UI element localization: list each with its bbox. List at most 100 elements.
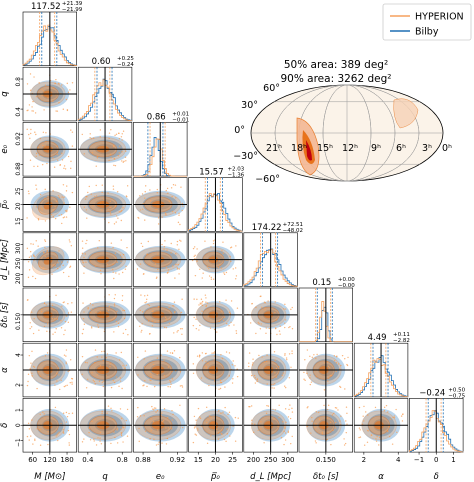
scatter-point-hyperion — [334, 407, 337, 409]
scatter-point-hyperion — [232, 425, 234, 427]
scatter-point-hyperion — [34, 438, 36, 440]
scatter-point-hyperion — [62, 412, 65, 414]
scatter-point-hyperion — [121, 160, 123, 162]
scatter-point-hyperion — [163, 245, 166, 248]
scatter-point-hyperion — [67, 312, 70, 314]
x-tick-label: 0.4 — [82, 456, 94, 464]
scatter-point-hyperion — [314, 440, 317, 442]
param-title-plus-4: +72.51 — [283, 222, 303, 228]
scatter-point-hyperion — [375, 440, 378, 442]
sky-dec-label: 0° — [234, 125, 245, 136]
panel-2-2: 0.86 +0.01−0.01 — [133, 111, 189, 177]
scatter-point-hyperion — [191, 259, 194, 262]
scatter-point-hyperion — [199, 324, 201, 327]
panel-4-2 — [133, 232, 188, 287]
scatter-point-hyperion — [144, 219, 146, 221]
scatter-point-hyperion — [61, 367, 63, 369]
scatter-point-hyperion — [30, 326, 33, 328]
scatter-point-hyperion — [210, 278, 213, 280]
scatter-point-hyperion — [170, 383, 172, 385]
scatter-point-hyperion — [138, 440, 140, 443]
scatter-point-hyperion — [26, 247, 29, 250]
sky-map-projection: 21ʰ 18ʰ 15ʰ 12ʰ 9ʰ 6ʰ 3ʰ 0ʰ 60° 30° 0° −30° −60° — [233, 83, 452, 185]
scatter-point-hyperion — [113, 164, 115, 166]
scatter-point-hyperion — [38, 82, 40, 84]
x-tick-label: 0 — [434, 456, 438, 464]
scatter-point-hyperion — [115, 272, 117, 274]
scatter-point-hyperion — [169, 381, 172, 383]
param-title-3: 15.57 — [199, 168, 223, 178]
scatter-point-hyperion — [58, 101, 60, 104]
scatter-point-hyperion — [32, 365, 35, 368]
scatter-point-hyperion — [61, 159, 64, 161]
scatter-point-hyperion — [71, 383, 73, 385]
scatter-point-hyperion — [144, 350, 147, 352]
scatter-point-hyperion — [263, 442, 265, 444]
scatter-point-hyperion — [44, 239, 46, 241]
scatter-point-hyperion — [345, 420, 347, 422]
scatter-point-hyperion — [378, 444, 380, 446]
scatter-point-hyperion — [179, 223, 181, 226]
scatter-point-hyperion — [181, 384, 183, 387]
scatter-point-hyperion — [65, 355, 67, 357]
scatter-point-hyperion — [389, 435, 391, 438]
panel-6-3 — [188, 342, 243, 398]
scatter-point-hyperion — [178, 268, 180, 270]
scatter-point-hyperion — [144, 295, 146, 297]
scatter-point-hyperion — [346, 412, 348, 415]
scatter-point-hyperion — [161, 412, 163, 414]
x-axis-label-7: δ — [434, 472, 439, 482]
scatter-point-hyperion — [38, 329, 40, 331]
scatter-point-hyperion — [229, 255, 231, 258]
scatter-point-hyperion — [248, 362, 250, 364]
scatter-point-hyperion — [43, 109, 45, 111]
scatter-point-hyperion — [375, 438, 377, 440]
scatter-point-hyperion — [216, 331, 218, 333]
scatter-point-hyperion — [119, 254, 122, 256]
scatter-point-hyperion — [151, 325, 154, 327]
scatter-point-hyperion — [87, 307, 90, 309]
scatter-point-hyperion — [39, 137, 42, 140]
panel-6-2 — [133, 342, 188, 398]
scatter-point-hyperion — [117, 325, 120, 328]
sky-area-90: 90% area: 3262 deg² — [280, 73, 391, 85]
scatter-point-hyperion — [144, 380, 146, 382]
scatter-point-hyperion — [39, 444, 42, 446]
scatter-point-hyperion — [66, 82, 68, 85]
scatter-point-hyperion — [125, 265, 127, 268]
scatter-point-hyperion — [165, 189, 167, 192]
scatter-point-hyperion — [206, 442, 209, 445]
panel-4-0: 200 250 300 d_L [Mpc] — [0, 232, 78, 287]
scatter-point-hyperion — [56, 380, 58, 382]
scatter-point-hyperion — [82, 318, 85, 320]
scatter-point-hyperion — [116, 310, 118, 312]
scatter-point-hyperion — [161, 243, 163, 246]
scatter-point-hyperion — [258, 354, 260, 357]
scatter-point-hyperion — [124, 156, 127, 158]
scatter-point-hyperion — [41, 163, 44, 166]
panel-7-7: −0.24 +0.50−0.75 −1 0 1 δ — [409, 387, 466, 482]
scatter-point-hyperion — [64, 385, 67, 387]
scatter-point-hyperion — [113, 381, 116, 384]
scatter-point-hyperion — [201, 277, 203, 279]
scatter-point-hyperion — [67, 302, 69, 305]
scatter-point-hyperion — [46, 162, 48, 165]
scatter-point-hyperion — [63, 196, 65, 198]
scatter-point-hyperion — [333, 355, 336, 357]
scatter-point-hyperion — [42, 411, 44, 413]
scatter-point-hyperion — [396, 431, 398, 434]
scatter-point-hyperion — [358, 406, 361, 409]
scatter-point-hyperion — [213, 380, 216, 382]
scatter-point-hyperion — [278, 404, 280, 406]
scatter-point-hyperion — [213, 328, 216, 331]
scatter-point-hyperion — [181, 202, 184, 205]
scatter-point-hyperion — [323, 404, 325, 407]
scatter-point-hyperion — [393, 415, 396, 417]
scatter-point-hyperion — [278, 330, 281, 332]
sky-dec-label: 60° — [263, 83, 280, 94]
scatter-point-hyperion — [143, 273, 145, 275]
scatter-point-hyperion — [167, 271, 169, 273]
scatter-point-hyperion — [92, 379, 94, 382]
scatter-point-hyperion — [387, 411, 389, 413]
scatter-point-hyperion — [164, 240, 166, 242]
